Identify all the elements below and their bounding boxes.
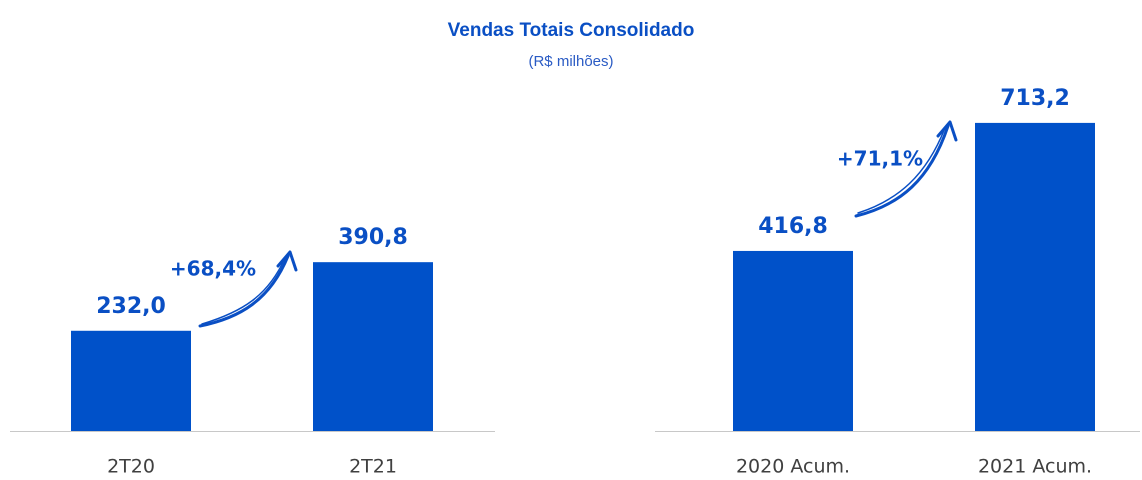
bar <box>313 262 433 431</box>
annotation: +68,4% <box>170 257 256 281</box>
bar <box>733 250 853 431</box>
chart-subtitle: (R$ milhões) <box>528 53 613 70</box>
bar <box>71 330 191 431</box>
chart-title: Vendas Totais Consolidado <box>448 20 695 41</box>
growth-arrows <box>198 120 958 328</box>
value-label: 390,8 <box>338 225 408 250</box>
value-label: 713,2 <box>1000 86 1070 111</box>
value-label: 232,0 <box>96 294 166 319</box>
annotation: +71,1% <box>837 147 923 171</box>
x-tick-label: 2020 Acum. <box>736 456 850 478</box>
x-tick-label: 2T21 <box>349 456 397 478</box>
bar <box>975 122 1095 432</box>
x-tick-label: 2021 Acum. <box>978 456 1092 478</box>
value-label: 416,8 <box>758 214 828 239</box>
x-tick-label: 2T20 <box>107 456 155 478</box>
